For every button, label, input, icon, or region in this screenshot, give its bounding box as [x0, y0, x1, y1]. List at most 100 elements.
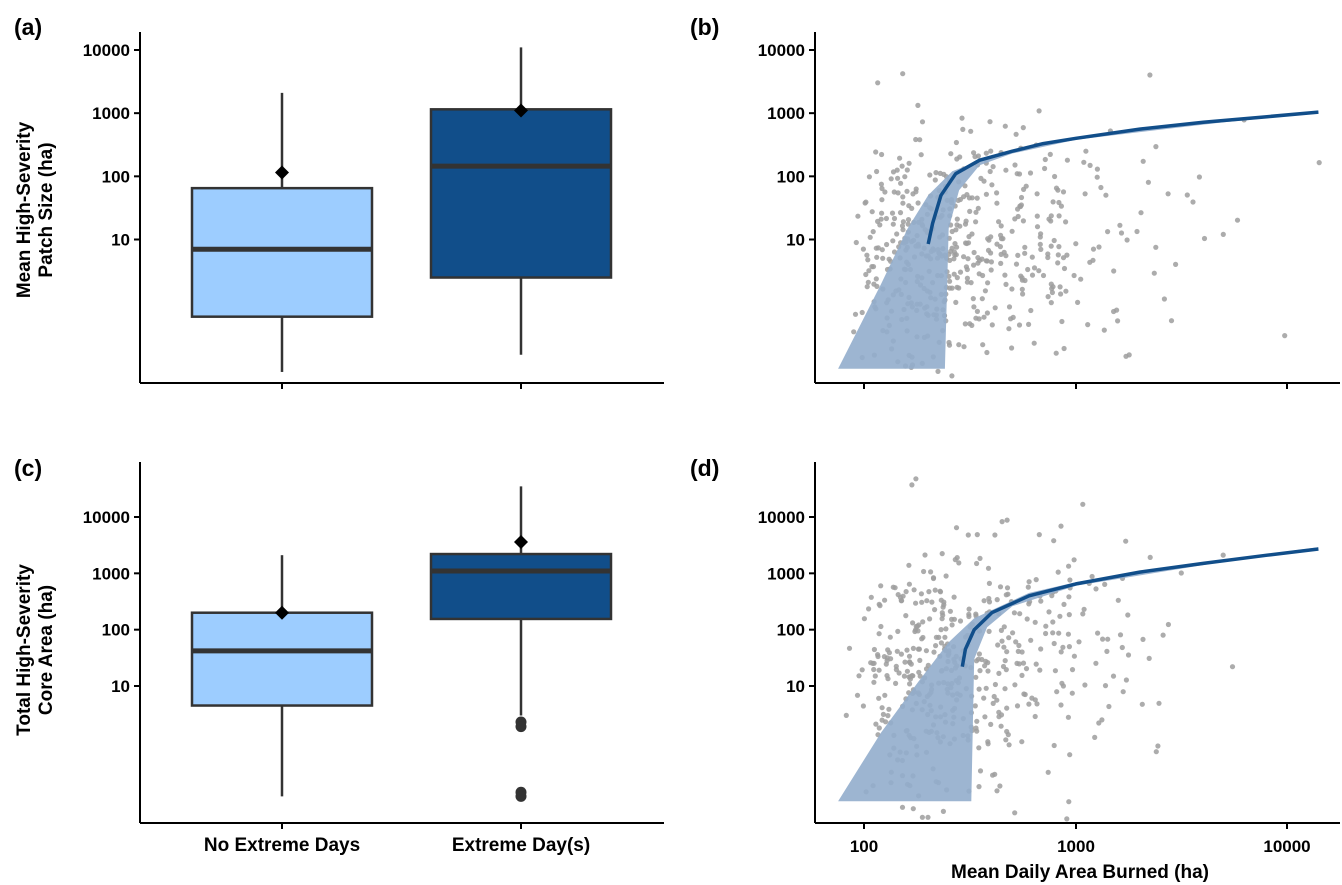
- data-point: [994, 200, 1000, 206]
- data-point: [1060, 683, 1066, 689]
- data-point: [871, 679, 877, 685]
- y-tick-label-c: 10000: [83, 508, 130, 527]
- data-point: [994, 241, 1000, 247]
- data-point: [952, 241, 958, 247]
- data-point: [1051, 640, 1057, 647]
- data-point: [977, 768, 984, 774]
- data-point: [974, 560, 980, 567]
- data-point: [1061, 345, 1067, 352]
- data-point: [1023, 666, 1030, 672]
- data-point: [1058, 649, 1064, 655]
- data-point: [1019, 739, 1025, 745]
- data-point: [1019, 286, 1025, 292]
- data-point: [1094, 174, 1100, 180]
- data-point: [1094, 166, 1100, 172]
- data-point: [1029, 695, 1035, 701]
- data-point: [1220, 231, 1226, 237]
- data-point: [1080, 501, 1086, 507]
- data-point: [1037, 241, 1043, 247]
- data-point: [974, 532, 980, 538]
- data-point: [890, 221, 896, 227]
- data-point: [1018, 194, 1025, 201]
- data-point: [974, 195, 980, 201]
- data-point: [985, 741, 991, 747]
- data-point: [954, 284, 960, 290]
- data-point: [951, 256, 957, 262]
- data-point: [1016, 661, 1022, 667]
- box-c-0: [190, 611, 374, 707]
- data-point: [863, 271, 869, 278]
- data-point: [878, 623, 884, 630]
- data-point: [863, 199, 869, 205]
- data-point: [1020, 218, 1026, 224]
- data-point: [900, 200, 906, 206]
- mean-marker: [514, 103, 528, 118]
- data-point: [968, 128, 974, 134]
- data-point: [985, 280, 991, 286]
- data-point: [887, 634, 893, 640]
- data-point: [866, 174, 873, 180]
- data-point: [961, 254, 967, 260]
- data-point: [1090, 257, 1096, 263]
- data-point: [982, 663, 988, 669]
- data-point: [1098, 184, 1104, 191]
- data-point: [1024, 616, 1030, 622]
- y-tick-label-d: 10000: [758, 508, 805, 527]
- data-point: [1066, 612, 1072, 618]
- data-point: [1087, 162, 1093, 168]
- data-point: [1015, 252, 1021, 258]
- data-point: [971, 150, 977, 156]
- data-point: [1064, 816, 1070, 822]
- data-point: [1151, 270, 1157, 276]
- data-point: [905, 217, 912, 223]
- data-point: [1093, 586, 1099, 592]
- data-point: [1082, 191, 1088, 197]
- data-point: [1028, 637, 1034, 643]
- box-a-0: [190, 186, 374, 318]
- data-point: [1003, 253, 1009, 259]
- data-point: [852, 311, 859, 317]
- data-point: [1004, 649, 1010, 655]
- data-point: [1282, 333, 1288, 339]
- data-point: [1075, 299, 1081, 305]
- data-point: [970, 296, 976, 302]
- data-point: [882, 597, 888, 603]
- data-point: [938, 627, 944, 633]
- data-point: [919, 119, 926, 125]
- data-point: [1066, 799, 1072, 805]
- data-point: [1056, 630, 1062, 636]
- data-point: [1050, 284, 1056, 290]
- data-point: [889, 210, 896, 216]
- data-point: [969, 322, 975, 328]
- data-point: [1118, 230, 1125, 236]
- panel-label-a: (a): [14, 14, 42, 40]
- data-point: [997, 584, 1004, 590]
- y-tick-label-b: 10000: [758, 41, 805, 60]
- data-point: [1031, 265, 1038, 271]
- data-point: [1124, 237, 1130, 243]
- data-point: [871, 646, 878, 653]
- data-point: [982, 714, 988, 720]
- data-point: [1055, 569, 1061, 575]
- data-point: [1220, 552, 1226, 558]
- data-point: [947, 608, 954, 614]
- data-point: [1229, 664, 1236, 670]
- data-point: [998, 723, 1004, 729]
- data-point: [1038, 598, 1044, 604]
- data-point: [967, 208, 973, 214]
- data-point: [1168, 318, 1175, 324]
- data-point: [855, 213, 861, 219]
- data-point: [1006, 326, 1012, 332]
- data-point: [886, 706, 892, 712]
- data-point: [954, 555, 960, 561]
- data-point: [957, 196, 964, 203]
- data-point: [875, 80, 881, 86]
- data-point: [1009, 345, 1015, 351]
- data-point: [916, 669, 922, 675]
- data-point: [959, 115, 965, 121]
- data-point: [899, 223, 906, 229]
- data-point: [922, 552, 928, 558]
- data-point: [1033, 577, 1039, 583]
- data-point: [998, 236, 1005, 242]
- outlier-point: [515, 790, 527, 802]
